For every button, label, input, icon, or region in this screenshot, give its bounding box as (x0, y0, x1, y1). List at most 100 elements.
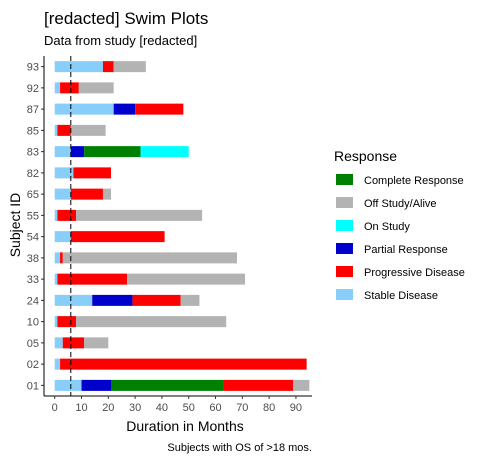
subject-row-87 (54, 103, 184, 115)
legend: Complete Response Off Study/Alive On Study… (336, 174, 465, 302)
bar-segment-92-1 (60, 82, 79, 94)
y-tick-label: 33 (27, 274, 39, 286)
bar-segment-87-0 (54, 103, 114, 115)
legend-title: Response (334, 148, 397, 164)
y-tick-label: 92 (27, 83, 39, 95)
bar-segment-55-0 (54, 209, 58, 221)
bar-segment-33-0 (54, 273, 58, 285)
legend-label: Partial Response (364, 244, 448, 256)
x-tick-label: 50 (183, 402, 195, 414)
y-tick-label: 55 (27, 210, 39, 222)
legend-label: Off Study/Alive (364, 198, 437, 210)
bar-segment-87-2 (135, 103, 184, 115)
bar-segment-55-1 (57, 209, 77, 221)
y-tick-label: 82 (27, 168, 39, 180)
bar-segment-92-2 (78, 82, 114, 94)
subject-row-33 (54, 273, 245, 285)
bar-segment-02-0 (54, 358, 61, 370)
bar-segment-83-3 (140, 146, 189, 158)
legend-label: Complete Response (364, 175, 464, 187)
bar-segment-65-1 (70, 188, 103, 200)
y-tick-label: 87 (27, 104, 39, 116)
legend-swatch (336, 174, 353, 185)
bar-segment-24-2 (132, 294, 181, 306)
bar-segment-01-3 (223, 379, 294, 391)
bar-segment-05-0 (54, 337, 63, 349)
y-tick-label: 93 (27, 62, 39, 74)
bar-segment-05-2 (84, 337, 109, 349)
legend-swatch (336, 220, 353, 231)
subject-row-82 (54, 167, 111, 179)
x-axis-title: Duration in Months (126, 418, 244, 434)
bar-segment-24-0 (54, 294, 93, 306)
x-tick-label: 40 (156, 402, 168, 414)
plot-area (54, 56, 310, 396)
y-tick-label: 10 (27, 317, 39, 329)
y-tick-label: 01 (27, 380, 39, 392)
legend-label: Progressive Disease (364, 267, 465, 279)
bar-segment-10-2 (76, 316, 227, 328)
bar-segment-93-1 (102, 61, 114, 73)
bar-segment-01-1 (81, 379, 111, 391)
bar-segment-38-1 (60, 252, 63, 264)
bar-segment-24-1 (92, 294, 133, 306)
subject-row-02 (54, 358, 307, 370)
bar-segment-83-0 (54, 146, 71, 158)
bar-segment-87-1 (113, 103, 136, 115)
bar-segment-33-2 (127, 273, 245, 285)
subject-row-55 (54, 209, 203, 221)
chart-subtitle: Data from study [redacted] (44, 33, 197, 48)
subject-row-83 (54, 146, 189, 158)
legend-label: Stable Disease (364, 290, 438, 302)
x-tick-label: 60 (209, 402, 221, 414)
x-tick-label: 80 (263, 402, 275, 414)
y-axis-title: Subject ID (7, 193, 23, 258)
bar-segment-65-2 (102, 188, 111, 200)
bar-segment-82-0 (54, 167, 74, 179)
x-tick-label: 20 (102, 402, 114, 414)
bar-segment-65-0 (54, 188, 71, 200)
bar-segment-93-0 (54, 61, 103, 73)
chart-title: [redacted] Swim Plots (44, 9, 208, 28)
bar-segment-93-2 (113, 61, 146, 73)
bar-segment-10-1 (57, 316, 77, 328)
bar-segment-83-1 (70, 146, 85, 158)
bar-segment-92-0 (54, 82, 61, 94)
bar-segment-24-3 (180, 294, 200, 306)
y-tick-label: 05 (27, 338, 39, 350)
y-tick-label: 65 (27, 189, 39, 201)
y-axis: 93 92 87 85 83 82 65 55 54 38 33 24 10 05 02 01 (27, 56, 45, 396)
bar-segment-82-1 (73, 167, 111, 179)
y-tick-label: 38 (27, 253, 39, 265)
subject-row-05 (54, 337, 109, 349)
subject-row-38 (54, 252, 237, 264)
legend-swatch (336, 197, 353, 208)
subject-row-10 (54, 316, 227, 328)
bar-segment-55-2 (76, 209, 203, 221)
x-tick-label: 70 (236, 402, 248, 414)
x-tick-label: 10 (75, 402, 87, 414)
y-tick-label: 02 (27, 359, 39, 371)
bar-segment-85-0 (54, 124, 58, 136)
x-tick-label: 90 (290, 402, 302, 414)
bar-segment-01-4 (293, 379, 310, 391)
subject-row-01 (54, 379, 310, 391)
subject-row-24 (54, 294, 200, 306)
subject-row-85 (54, 124, 106, 136)
bar-segment-85-2 (70, 124, 106, 136)
legend-label: On Study (364, 221, 410, 233)
bar-segment-54-0 (54, 231, 71, 243)
subject-row-65 (54, 188, 111, 200)
bar-segment-54-1 (70, 231, 165, 243)
chart-caption: Subjects with OS of >18 mos. (167, 442, 312, 454)
subject-row-93 (54, 61, 146, 73)
bar-segment-02-1 (60, 358, 307, 370)
legend-swatch (336, 266, 353, 277)
bar-segment-01-0 (54, 379, 82, 391)
y-tick-label: 83 (27, 147, 39, 159)
y-tick-label: 24 (27, 295, 39, 307)
y-tick-label: 85 (27, 125, 39, 137)
y-tick-label: 54 (27, 232, 39, 244)
bar-segment-38-2 (62, 252, 237, 264)
